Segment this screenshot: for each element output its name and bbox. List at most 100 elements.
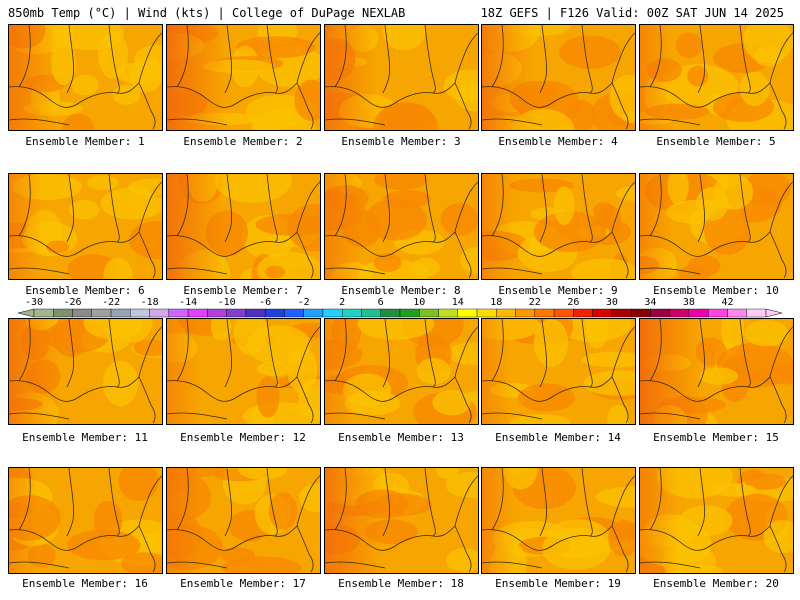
ensemble-map-panel bbox=[324, 467, 479, 574]
colorbar-cell bbox=[727, 308, 747, 318]
ensemble-member-label: Ensemble Member: 18 bbox=[338, 577, 464, 590]
colorbar-cell bbox=[91, 308, 112, 318]
ensemble-map-panel bbox=[324, 173, 479, 280]
colorbar-cell bbox=[573, 308, 593, 318]
colorbar-cell bbox=[496, 308, 516, 318]
colorbar-tick-label: 6 bbox=[377, 297, 384, 308]
colorbar-cell bbox=[33, 308, 54, 318]
colorbar-cell bbox=[361, 308, 381, 318]
colorbar-cell bbox=[322, 308, 343, 318]
colorbar-cell bbox=[72, 308, 92, 318]
ensemble-map-panel bbox=[324, 24, 479, 131]
colorbar-cell bbox=[110, 308, 131, 318]
ensemble-map-panel bbox=[639, 318, 794, 425]
colorbar-cell bbox=[708, 308, 728, 318]
ensemble-member-label: Ensemble Member: 1 bbox=[25, 135, 145, 148]
ensemble-member-label: Ensemble Member: 5 bbox=[656, 135, 776, 148]
chart-title: 850mb Temp (°C) | Wind (kts) | College o… bbox=[8, 6, 406, 20]
colorbar-cell bbox=[207, 308, 227, 318]
colorbar-cell bbox=[342, 308, 362, 318]
colorbar-cell bbox=[457, 308, 478, 318]
colorbar-tick-label: 10 bbox=[413, 297, 426, 308]
colorbar-cell bbox=[438, 308, 458, 318]
ensemble-map-panel bbox=[481, 467, 636, 574]
colorbar-cell bbox=[669, 308, 690, 318]
ensemble-member-label: Ensemble Member: 8 bbox=[341, 284, 461, 297]
ensemble-member-label: Ensemble Member: 6 bbox=[25, 284, 145, 297]
ensemble-map-panel bbox=[639, 173, 794, 280]
colorbar-cell bbox=[303, 308, 324, 318]
colorbar-cell bbox=[168, 308, 189, 318]
colorbar-tick-label: -22 bbox=[102, 297, 121, 308]
colorbar-tick-label: -6 bbox=[259, 297, 272, 308]
colorbar-high-arrow bbox=[765, 308, 783, 318]
colorbar-tick-label: -30 bbox=[24, 297, 44, 308]
ensemble-map-panel bbox=[481, 318, 636, 425]
ensemble-map-panel bbox=[166, 173, 321, 280]
colorbar-cell bbox=[380, 308, 401, 318]
colorbar-cell bbox=[130, 308, 150, 318]
ensemble-map-panel bbox=[8, 173, 163, 280]
colorbar-cell bbox=[264, 308, 285, 318]
ensemble-map-panel bbox=[324, 318, 479, 425]
colorbar-cell bbox=[226, 308, 247, 318]
ensemble-member-label: Ensemble Member: 3 bbox=[341, 135, 461, 148]
ensemble-member-label: Ensemble Member: 16 bbox=[22, 577, 148, 590]
ensemble-map-panel bbox=[166, 318, 321, 425]
colorbar-cell bbox=[688, 308, 709, 318]
ensemble-member-label: Ensemble Member: 2 bbox=[183, 135, 303, 148]
colorbar-cell bbox=[149, 308, 170, 318]
colorbar-cell bbox=[592, 308, 613, 318]
colorbar-tick-label: 2 bbox=[339, 297, 346, 308]
ensemble-member-label: Ensemble Member: 19 bbox=[495, 577, 621, 590]
ensemble-map-panel bbox=[8, 318, 163, 425]
colorbar-tick-label: 18 bbox=[490, 297, 503, 308]
colorbar-cell bbox=[476, 308, 497, 318]
colorbar-tick-label: 22 bbox=[528, 297, 541, 308]
colorbar-tick-label: 26 bbox=[567, 297, 580, 308]
ensemble-map-panel bbox=[481, 24, 636, 131]
ensemble-map-panel bbox=[8, 467, 163, 574]
colorbar-low-arrow bbox=[17, 308, 35, 318]
colorbar-cell bbox=[630, 308, 651, 318]
colorbar-cell bbox=[284, 308, 304, 318]
colorbar-tick-label: -2 bbox=[297, 297, 310, 308]
colorbar-tick-label: -26 bbox=[63, 297, 82, 308]
ensemble-member-label: Ensemble Member: 12 bbox=[180, 431, 306, 444]
ensemble-member-label: Ensemble Member: 15 bbox=[653, 431, 779, 444]
ensemble-member-label: Ensemble Member: 7 bbox=[183, 284, 303, 297]
colorbar-cell bbox=[553, 308, 574, 318]
colorbar-cell bbox=[399, 308, 420, 318]
colorbar-tick-label: 42 bbox=[721, 297, 734, 308]
ensemble-map-panel bbox=[639, 24, 794, 131]
colorbar-cell bbox=[650, 308, 670, 318]
ensemble-member-label: Ensemble Member: 20 bbox=[653, 577, 779, 590]
colorbar-tick-label: 38 bbox=[682, 297, 695, 308]
ensemble-map-panel bbox=[481, 173, 636, 280]
ensemble-member-label: Ensemble Member: 14 bbox=[495, 431, 621, 444]
colorbar-cell bbox=[53, 308, 73, 318]
ensemble-member-label: Ensemble Member: 17 bbox=[180, 577, 306, 590]
colorbar-tick-label: 14 bbox=[451, 297, 464, 308]
colorbar-tick-label: -14 bbox=[179, 297, 198, 308]
colorbar-tick-label: -10 bbox=[217, 297, 236, 308]
colorbar-cell bbox=[245, 308, 266, 318]
colorbar-tick-label: 34 bbox=[644, 297, 657, 308]
ensemble-member-label: Ensemble Member: 13 bbox=[338, 431, 464, 444]
ensemble-map-panel bbox=[639, 467, 794, 574]
colorbar-cell bbox=[534, 308, 555, 318]
ensemble-member-label: Ensemble Member: 11 bbox=[22, 431, 148, 444]
colorbar-cell bbox=[746, 308, 767, 318]
ensemble-member-label: Ensemble Member: 4 bbox=[498, 135, 618, 148]
run-info: 18Z GEFS | F126 Valid: 00Z SAT JUN 14 20… bbox=[480, 6, 784, 20]
ensemble-member-label: Ensemble Member: 10 bbox=[653, 284, 779, 297]
colorbar-tick-label: 30 bbox=[605, 297, 618, 308]
ensemble-map-panel bbox=[166, 467, 321, 574]
ensemble-map-panel bbox=[8, 24, 163, 131]
colorbar-cell bbox=[611, 308, 632, 318]
colorbar-cell bbox=[187, 308, 208, 318]
ensemble-map-panel bbox=[166, 24, 321, 131]
colorbar-cell bbox=[515, 308, 536, 318]
ensemble-member-label: Ensemble Member: 9 bbox=[498, 284, 618, 297]
colorbar-tick-label: -18 bbox=[140, 297, 159, 308]
